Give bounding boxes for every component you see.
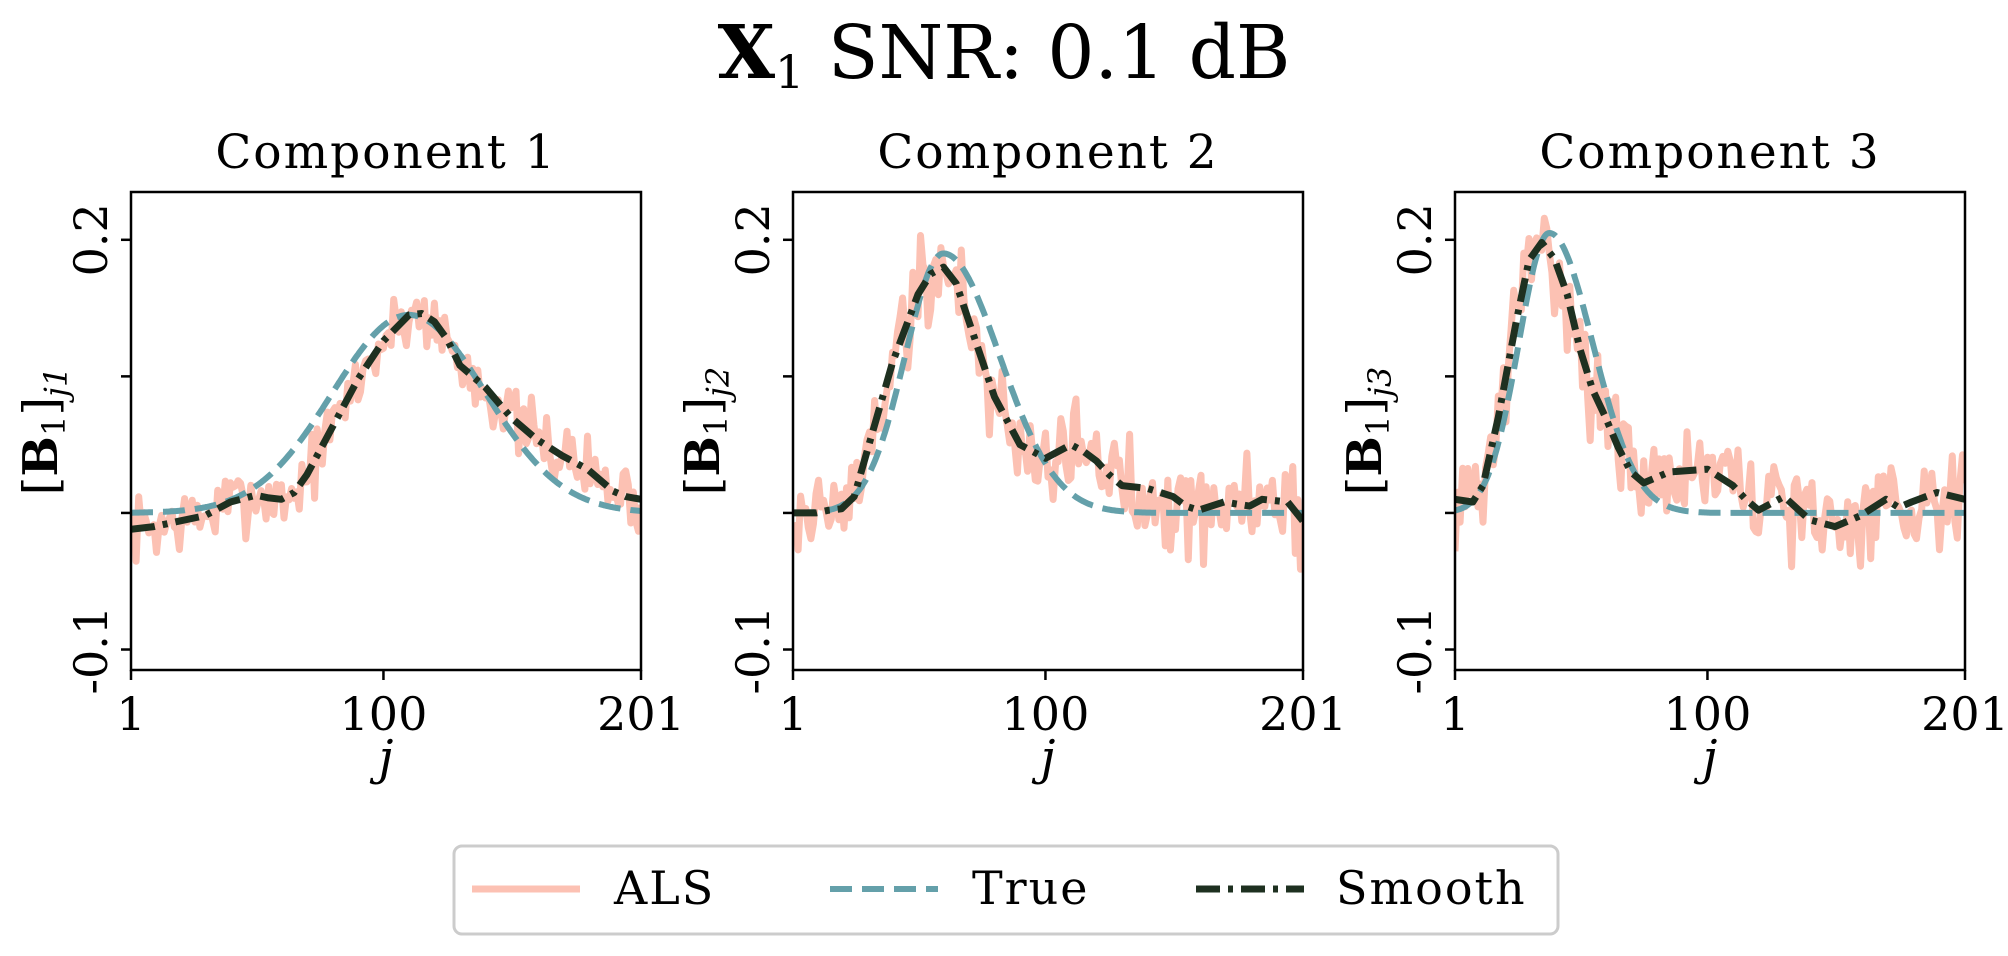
y-axis-label: [B1]j3	[1337, 367, 1399, 496]
legend-frame	[452, 844, 1560, 936]
legend-smooth-label: Smooth	[1336, 861, 1527, 915]
y-axis-label-bracket-open: [	[675, 477, 731, 496]
panel-title: Component 3	[1539, 125, 1880, 180]
y-axis-label-bracket-close: ]	[1337, 397, 1393, 416]
y-tick-label: 0.2	[726, 203, 780, 276]
smooth-line	[131, 310, 641, 533]
panel-component-3: Component 31 100 201-0.10.2j[B1]j3	[1337, 125, 2008, 786]
y-axis-label-main: B	[1337, 436, 1393, 477]
figure-title: X1 SNR: 0.1 dB	[718, 10, 1291, 99]
y-axis-label-bracket-close: ]	[675, 397, 731, 416]
plot-area	[131, 295, 641, 565]
x-tick-label: 1	[1440, 687, 1469, 741]
plot-area	[793, 232, 1303, 573]
legend-true-label: True	[972, 861, 1090, 915]
legend: ALS True Smooth	[452, 844, 1560, 936]
y-axis-label-bracket-open: [	[13, 477, 69, 496]
x-tick-label: 100	[1664, 687, 1752, 741]
true-line	[131, 311, 641, 516]
figure-title-sub: 1	[775, 45, 804, 99]
y-tick-label: -0.1	[1388, 606, 1442, 695]
y-axis-label-sub1: 1	[1359, 416, 1397, 436]
smooth-line	[793, 263, 1303, 524]
y-axis-label-sub2: j2	[699, 367, 737, 403]
plot-frame	[1453, 190, 1967, 672]
panel-component-1: Component 11 100 201-0.10.2j[B1]j1	[13, 125, 685, 786]
x-tick-label: 1	[116, 687, 145, 741]
y-tick-label: 0.2	[64, 203, 118, 276]
legend-als-label: ALS	[613, 861, 715, 915]
x-tick-label: 100	[340, 687, 428, 741]
x-tick-label: 201	[1259, 687, 1347, 741]
y-axis-label-main: B	[675, 436, 731, 477]
y-tick-label: 0.2	[1388, 203, 1442, 276]
y-axis-label: [B1]j2	[675, 367, 737, 496]
true-line	[1455, 229, 1965, 516]
als-line	[131, 295, 641, 565]
y-axis-label-bracket-open: [	[1337, 477, 1393, 496]
panel-title: Component 2	[877, 125, 1218, 180]
y-axis-label-bracket-close: ]	[13, 397, 69, 416]
y-tick-label: -0.1	[64, 606, 118, 695]
smooth-line	[1455, 239, 1965, 531]
y-axis-label: [B1]j1	[13, 367, 75, 496]
figure-title-main: X	[718, 10, 776, 96]
y-axis-label-sub1: 1	[35, 416, 73, 436]
y-axis-label-sub2: j3	[1361, 367, 1399, 403]
als-line	[793, 232, 1303, 573]
panel-title: Component 1	[215, 125, 556, 180]
y-axis-label-sub1: 1	[697, 416, 735, 436]
plot-area	[1455, 214, 1965, 571]
panel-component-2: Component 21 100 201-0.10.2j[B1]j2	[675, 125, 1347, 786]
x-tick-label: 201	[597, 687, 685, 741]
plot-frame	[129, 190, 643, 672]
plot-frame	[791, 190, 1305, 672]
figure-title-rest: SNR: 0.1 dB	[804, 10, 1290, 96]
y-axis-label-sub2: j1	[37, 367, 75, 403]
x-tick-label: 100	[1002, 687, 1090, 741]
y-axis-label-main: B	[13, 436, 69, 477]
y-tick-label: -0.1	[726, 606, 780, 695]
x-tick-label: 201	[1921, 687, 2008, 741]
x-tick-label: 1	[778, 687, 807, 741]
true-line	[793, 250, 1303, 516]
